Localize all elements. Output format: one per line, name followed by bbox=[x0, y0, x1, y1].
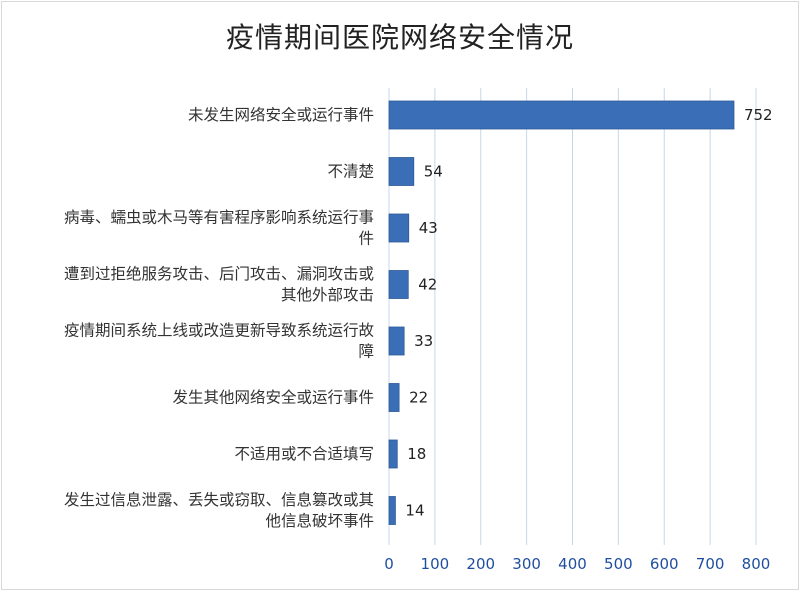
x-tick-label: 100 bbox=[421, 555, 450, 573]
data-label: 14 bbox=[405, 502, 424, 520]
category-label: 病毒、蠕虫或木马等有害程序影响系统运行事 bbox=[64, 209, 374, 227]
data-label: 752 bbox=[744, 106, 773, 124]
category-label: 疫情期间系统上线或改造更新导致系统运行故 bbox=[64, 322, 374, 340]
x-tick-label: 200 bbox=[466, 555, 495, 573]
data-label: 33 bbox=[414, 332, 433, 350]
category-label: 发生过信息泄露、丢失或窃取、信息篡改或其 bbox=[64, 491, 374, 509]
category-label: 遭到过拒绝服务攻击、后门攻击、漏洞攻击或 bbox=[64, 265, 374, 283]
category-label: 件 bbox=[358, 230, 374, 248]
data-label: 18 bbox=[407, 445, 426, 463]
category-label: 其他外部攻击 bbox=[281, 286, 374, 304]
x-tick-label: 300 bbox=[512, 555, 541, 573]
x-tick-label: 500 bbox=[604, 555, 633, 573]
bar bbox=[388, 439, 398, 469]
bar bbox=[388, 383, 400, 412]
x-tick-label: 700 bbox=[696, 555, 725, 573]
bar bbox=[388, 326, 405, 356]
category-label: 不清楚 bbox=[327, 163, 374, 181]
bar bbox=[388, 213, 410, 243]
bars bbox=[388, 100, 735, 525]
category-label: 他信息破坏事件 bbox=[265, 512, 374, 530]
data-label: 43 bbox=[419, 219, 438, 237]
grid-lines bbox=[388, 88, 757, 545]
x-tick-label: 600 bbox=[650, 555, 679, 573]
data-label: 54 bbox=[424, 163, 443, 181]
category-label: 障 bbox=[358, 343, 374, 361]
category-label: 发生其他网络安全或运行事件 bbox=[172, 389, 374, 407]
x-tick-label: 400 bbox=[558, 555, 587, 573]
bar bbox=[388, 496, 396, 525]
data-label: 22 bbox=[409, 389, 428, 407]
labels: 0 100 200 300 400 500 600 700 800 752 未发生网络安全或运行事件… bbox=[64, 106, 773, 573]
x-tick-label: 0 bbox=[384, 555, 394, 573]
bar bbox=[388, 270, 409, 299]
chart-title: 疫情期间医院网络安全情况 bbox=[225, 21, 574, 54]
bar bbox=[388, 157, 415, 186]
bar bbox=[388, 100, 735, 130]
category-label: 不适用或不合适填写 bbox=[234, 445, 374, 463]
x-tick-label: 800 bbox=[742, 555, 771, 573]
data-label: 42 bbox=[418, 276, 437, 294]
category-label: 未发生网络安全或运行事件 bbox=[188, 106, 374, 124]
